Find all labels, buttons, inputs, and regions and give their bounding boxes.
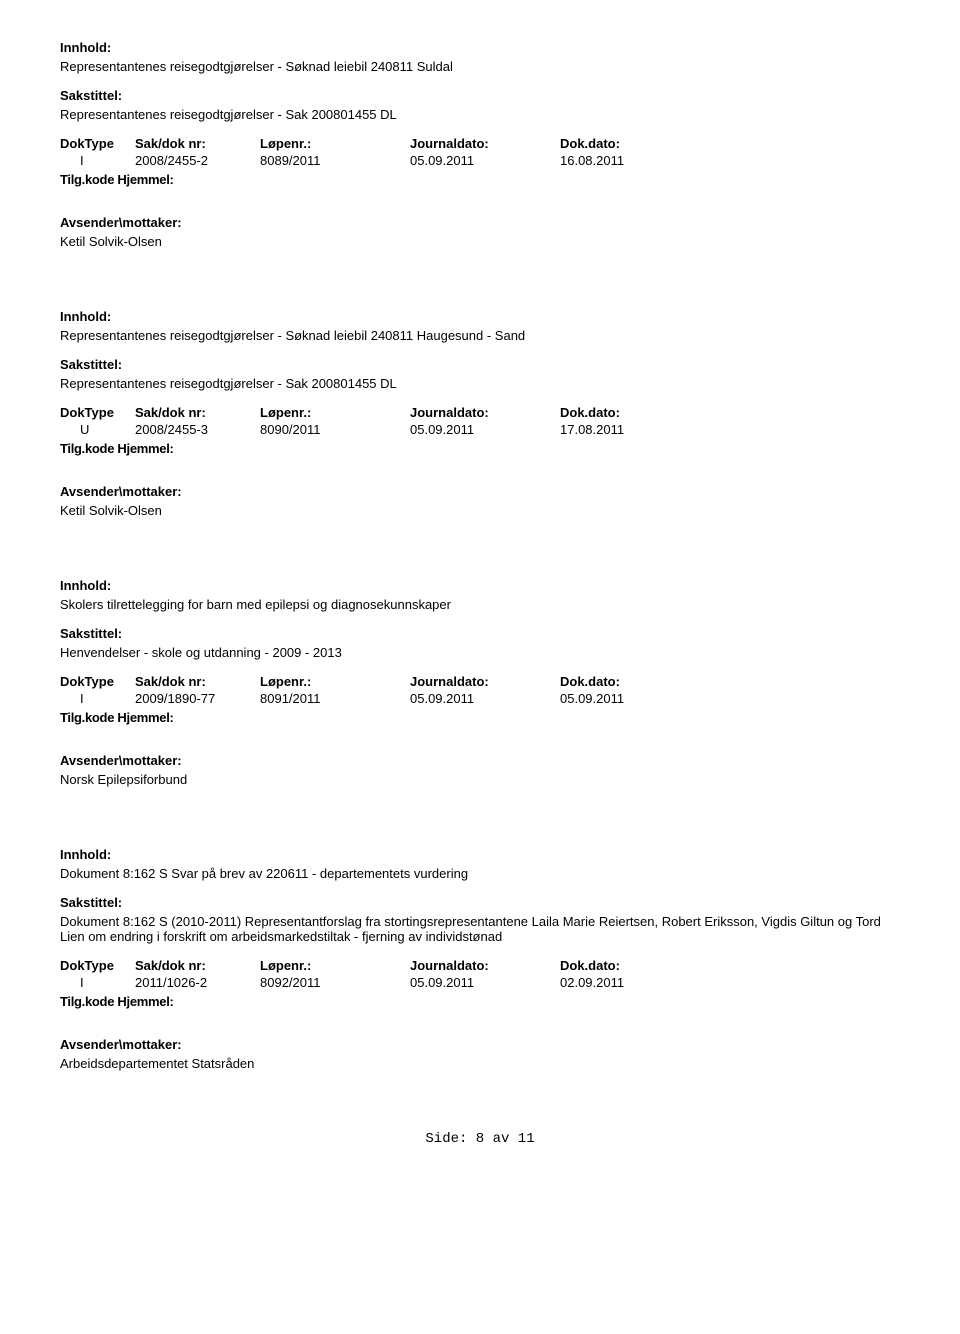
innhold-label: Innhold: [60,40,900,55]
doc-header-row: DokType Sak/dok nr: Løpenr.: Journaldato… [60,674,900,689]
case-title: Henvendelser - skole og utdanning - 2009… [60,645,900,660]
val-doktype: U [60,422,135,437]
header-journaldato: Journaldato: [410,405,560,420]
val-doktype: I [60,153,135,168]
tilakode-label: Tilg.kode Hjemmel: [60,994,900,1009]
val-doktype: I [60,975,135,990]
header-saknr: Sak/dok nr: [135,136,260,151]
header-journaldato: Journaldato: [410,958,560,973]
val-lopenr: 8091/2011 [260,691,410,706]
avsender-name: Arbeidsdepartementet Statsråden [60,1056,900,1071]
doc-data-row: I 2009/1890-77 8091/2011 05.09.2011 05.0… [60,691,900,706]
tilakode-label: Tilg.kode Hjemmel: [60,441,900,456]
val-dokdato: 05.09.2011 [560,691,710,706]
header-lopenr: Løpenr.: [260,958,410,973]
record-1: Innhold: Representantenes reisegodtgjøre… [60,40,900,249]
val-dokdato: 02.09.2011 [560,975,710,990]
tilakode-label: Tilg.kode Hjemmel: [60,172,900,187]
sakstittel-label: Sakstittel: [60,895,900,910]
header-dokdato: Dok.dato: [560,136,710,151]
avsender-name: Norsk Epilepsiforbund [60,772,900,787]
doc-header-row: DokType Sak/dok nr: Løpenr.: Journaldato… [60,136,900,151]
val-saknr: 2009/1890-77 [135,691,260,706]
val-dokdato: 16.08.2011 [560,153,710,168]
doc-header-row: DokType Sak/dok nr: Løpenr.: Journaldato… [60,405,900,420]
val-saknr: 2008/2455-3 [135,422,260,437]
val-doktype: I [60,691,135,706]
content-text: Representantenes reisegodtgjørelser - Sø… [60,328,900,343]
header-dokdato: Dok.dato: [560,405,710,420]
sakstittel-label: Sakstittel: [60,88,900,103]
tilakode-label: Tilg.kode Hjemmel: [60,710,900,725]
avsender-name: Ketil Solvik-Olsen [60,234,900,249]
val-saknr: 2008/2455-2 [135,153,260,168]
page-footer: Side: 8 av 11 [60,1131,900,1147]
doc-data-row: U 2008/2455-3 8090/2011 05.09.2011 17.08… [60,422,900,437]
header-saknr: Sak/dok nr: [135,674,260,689]
header-doktype: DokType [60,958,135,973]
val-saknr: 2011/1026-2 [135,975,260,990]
val-dokdato: 17.08.2011 [560,422,710,437]
record-3: Innhold: Skolers tilrettelegging for bar… [60,578,900,787]
header-lopenr: Løpenr.: [260,674,410,689]
doc-data-row: I 2008/2455-2 8089/2011 05.09.2011 16.08… [60,153,900,168]
header-saknr: Sak/dok nr: [135,958,260,973]
avsender-name: Ketil Solvik-Olsen [60,503,900,518]
header-saknr: Sak/dok nr: [135,405,260,420]
case-title: Representantenes reisegodtgjørelser - Sa… [60,107,900,122]
header-lopenr: Løpenr.: [260,405,410,420]
case-title: Representantenes reisegodtgjørelser - Sa… [60,376,900,391]
innhold-label: Innhold: [60,578,900,593]
header-dokdato: Dok.dato: [560,958,710,973]
val-lopenr: 8090/2011 [260,422,410,437]
record-2: Innhold: Representantenes reisegodtgjøre… [60,309,900,518]
val-journaldato: 05.09.2011 [410,975,560,990]
content-text: Skolers tilrettelegging for barn med epi… [60,597,900,612]
header-doktype: DokType [60,674,135,689]
header-journaldato: Journaldato: [410,674,560,689]
sakstittel-label: Sakstittel: [60,626,900,641]
record-4: Innhold: Dokument 8:162 S Svar på brev a… [60,847,900,1071]
header-lopenr: Løpenr.: [260,136,410,151]
avsender-label: Avsender\mottaker: [60,484,900,499]
val-journaldato: 05.09.2011 [410,153,560,168]
doc-data-row: I 2011/1026-2 8092/2011 05.09.2011 02.09… [60,975,900,990]
avsender-label: Avsender\mottaker: [60,1037,900,1052]
content-text: Representantenes reisegodtgjørelser - Sø… [60,59,900,74]
header-dokdato: Dok.dato: [560,674,710,689]
val-journaldato: 05.09.2011 [410,691,560,706]
case-title: Dokument 8:162 S (2010-2011) Representan… [60,914,900,944]
val-journaldato: 05.09.2011 [410,422,560,437]
header-doktype: DokType [60,405,135,420]
innhold-label: Innhold: [60,847,900,862]
avsender-label: Avsender\mottaker: [60,215,900,230]
val-lopenr: 8092/2011 [260,975,410,990]
innhold-label: Innhold: [60,309,900,324]
val-lopenr: 8089/2011 [260,153,410,168]
avsender-label: Avsender\mottaker: [60,753,900,768]
sakstittel-label: Sakstittel: [60,357,900,372]
header-journaldato: Journaldato: [410,136,560,151]
header-doktype: DokType [60,136,135,151]
doc-header-row: DokType Sak/dok nr: Løpenr.: Journaldato… [60,958,900,973]
content-text: Dokument 8:162 S Svar på brev av 220611 … [60,866,900,881]
